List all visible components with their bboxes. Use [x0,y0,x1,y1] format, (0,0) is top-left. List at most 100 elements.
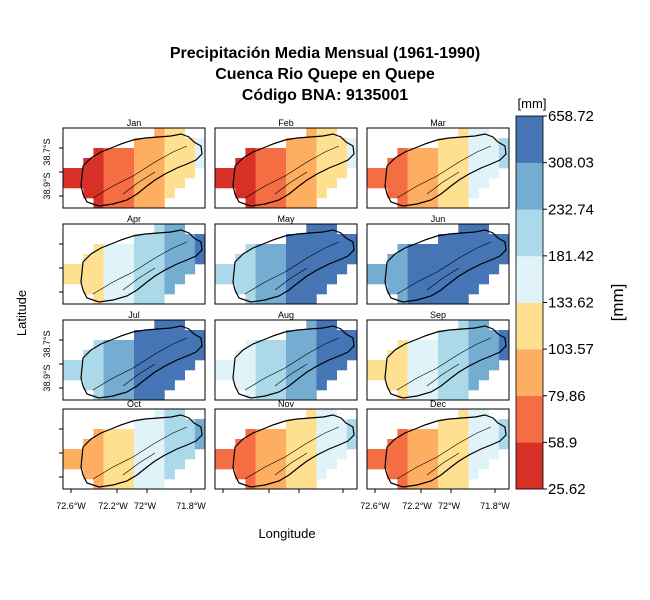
grid-cell [113,469,125,480]
legend-break-label: 308.03 [548,155,594,172]
grid-cell [144,234,155,245]
river-line [274,171,308,195]
grid-cell [397,439,408,450]
grid-cell [154,449,165,460]
grid-cell [174,439,186,450]
grid-cell [134,479,145,490]
grid-cell [427,168,439,179]
grid-cell [73,178,84,189]
grid-cell [103,479,115,490]
grid-cell [458,350,469,361]
grid-cell [417,439,429,450]
grid-cell [225,360,236,371]
grid-cell [438,360,449,371]
grid-cell [478,340,490,351]
grid-cell [417,168,429,179]
grid-cell [123,158,135,169]
grid-cell [448,479,459,490]
grid-cell [275,188,287,199]
grid-cell [134,340,145,351]
grid-cell [103,469,115,480]
map-panel-nov: Nov [214,399,358,490]
grid-cell [154,188,165,199]
grid-cell [73,274,84,285]
grid-cell [407,380,419,391]
grid-cell [154,350,165,361]
grid-cell [488,429,500,440]
grid-cell [235,439,246,450]
river-line [426,171,460,195]
grid-cell [164,449,175,460]
river-line [274,452,308,476]
grid-cell [275,264,287,275]
grid-cell [296,350,307,361]
grid-cell [93,350,104,361]
y-tick-label: 38.7°S [42,138,52,165]
grid-cell [93,360,104,371]
grid-cell [367,178,378,189]
grid-cell [316,254,327,265]
grid-cell [397,294,408,305]
grid-cell [316,449,327,460]
grid-cell [387,439,398,450]
grid-cell [123,469,135,480]
grid-cell [275,244,287,255]
grid-cell [255,178,267,189]
grid-cell [103,449,115,460]
grid-cell [306,188,317,199]
grid-cell [134,449,145,460]
grid-cell [164,330,175,341]
grid-cell [377,178,388,189]
grid-cell [407,370,419,381]
grid-cell [275,469,287,480]
grid-cell [286,244,297,255]
grid-cell [387,274,398,285]
grid-cell [458,469,469,480]
grid-cell [427,439,439,450]
grid-cell [113,168,125,179]
grid-cell [93,188,104,199]
grid-cell [123,360,135,371]
grid-cell [134,294,145,305]
grid-cell [255,469,267,480]
grid-cell [255,198,267,209]
grid-cell [83,459,94,470]
grid-cell [154,380,165,391]
grid-cell [83,188,94,199]
grid-cell [103,178,115,189]
grid-cell [164,469,175,480]
grid-cell [225,264,236,275]
grid-cell [93,264,104,275]
grid-cell [164,409,175,420]
grid-cell [326,234,338,245]
river-line [122,267,156,291]
grid-cell [458,294,469,305]
grid-cell [306,158,317,169]
grid-cell [235,168,246,179]
grid-cell [336,419,348,430]
grid-cell [498,340,510,351]
grid-cell [438,234,449,245]
grid-cell [417,380,429,391]
grid-cell [488,264,500,275]
grid-cell [498,158,510,169]
grid-cell [326,138,338,149]
grid-cell [215,449,226,460]
grid-cell [144,350,155,361]
grid-cell [154,264,165,275]
grid-cell [438,188,449,199]
grid-cell [134,274,145,285]
grid-cell [407,274,419,285]
grid-cell [174,459,186,470]
grid-cell [174,449,186,460]
grid-cell [417,429,429,440]
grid-cell [184,429,196,440]
y-tick-label: 38.7°S [42,330,52,357]
grid-cell [306,360,317,371]
basin-outline [232,133,355,207]
grid-cell [306,128,317,139]
grid-cell [103,264,115,275]
grid-cell [245,158,256,169]
grid-cell [468,158,479,169]
grid-cell [346,340,358,351]
